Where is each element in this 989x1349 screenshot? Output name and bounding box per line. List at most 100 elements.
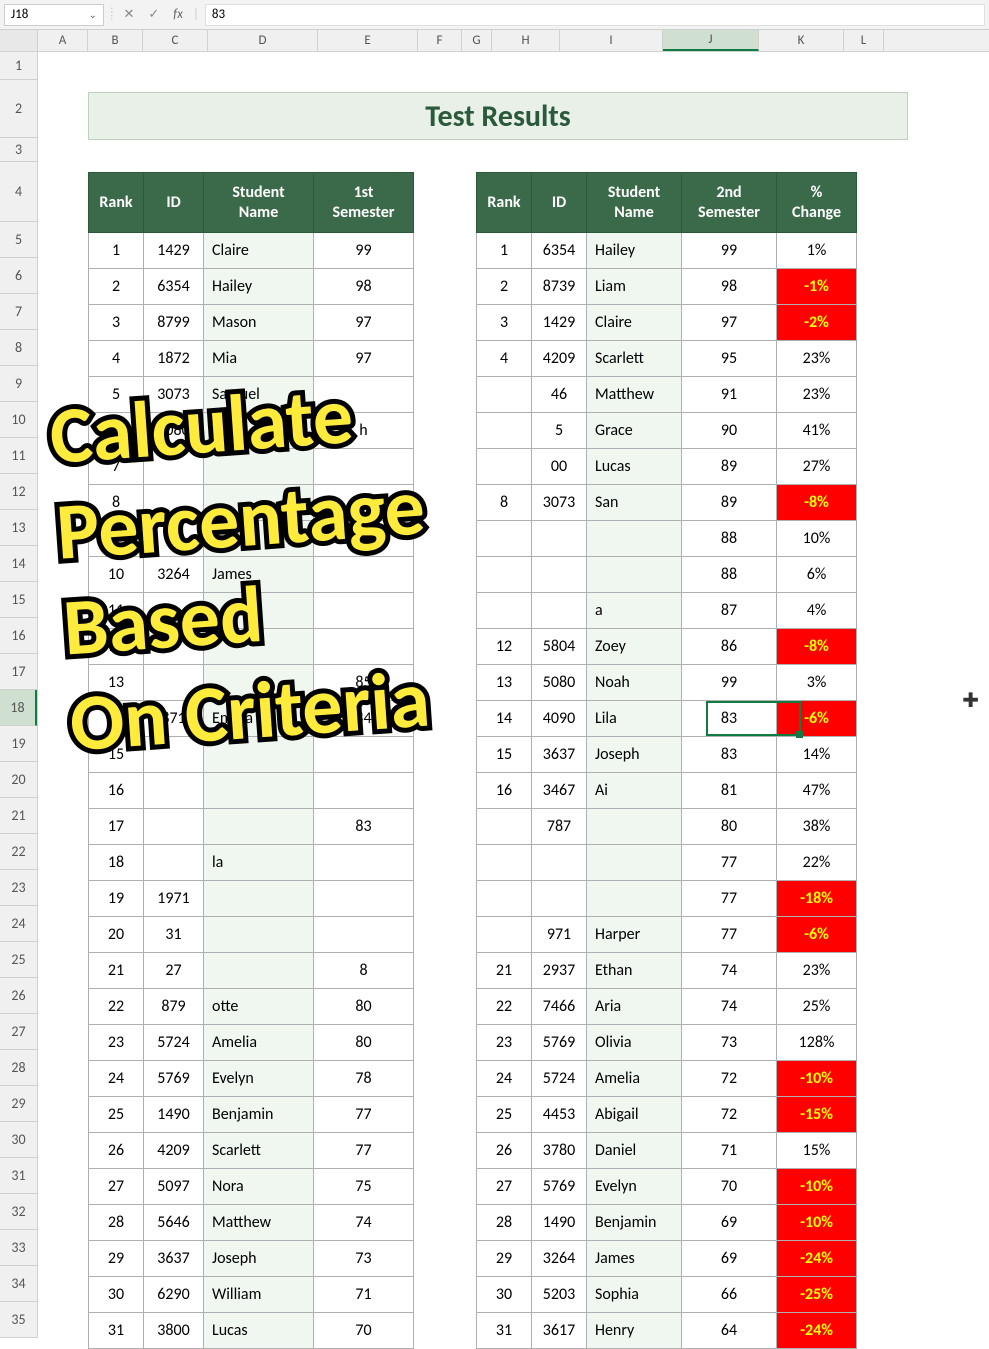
table-cell[interactable]: Amelia: [587, 1061, 682, 1097]
row-header-10[interactable]: 10: [0, 402, 37, 438]
table-cell[interactable]: [477, 881, 532, 917]
select-all-corner[interactable]: [0, 30, 38, 51]
table-cell[interactable]: -24%: [777, 1313, 857, 1349]
table-cell[interactable]: [532, 593, 587, 629]
table-cell[interactable]: 15: [89, 737, 144, 773]
table-cell[interactable]: 21: [89, 953, 144, 989]
table-cell[interactable]: [314, 485, 414, 521]
formula-input[interactable]: 83: [205, 4, 985, 26]
column-header-J[interactable]: J: [663, 30, 759, 51]
table-cell[interactable]: 12: [89, 629, 144, 665]
table-cell[interactable]: 8: [477, 485, 532, 521]
row-header-22[interactable]: 22: [0, 834, 37, 870]
table-cell[interactable]: Benjamin: [587, 1205, 682, 1241]
table-cell[interactable]: Grace: [587, 413, 682, 449]
table-cell[interactable]: 77: [682, 845, 777, 881]
table-cell[interactable]: 8739: [532, 269, 587, 305]
table-cell[interactable]: [477, 845, 532, 881]
table-cell[interactable]: Lucas: [587, 449, 682, 485]
row-header-6[interactable]: 6: [0, 258, 37, 294]
table-cell[interactable]: William: [204, 1277, 314, 1313]
table-cell[interactable]: 971: [532, 917, 587, 953]
table-cell[interactable]: [477, 809, 532, 845]
table-cell[interactable]: 5769: [144, 1061, 204, 1097]
table-cell[interactable]: 3: [89, 305, 144, 341]
table-cell[interactable]: 27%: [777, 449, 857, 485]
table-cell[interactable]: 3%: [777, 665, 857, 701]
table-cell[interactable]: Joseph: [204, 1241, 314, 1277]
table-cell[interactable]: 23%: [777, 341, 857, 377]
table-cell[interactable]: 71: [314, 1277, 414, 1313]
table-cell[interactable]: 8: [314, 953, 414, 989]
row-header-1[interactable]: 1: [0, 52, 37, 80]
cancel-icon[interactable]: ✕: [119, 7, 138, 22]
table-cell[interactable]: 80: [682, 809, 777, 845]
row-header-19[interactable]: 19: [0, 726, 37, 762]
table-cell[interactable]: 74: [682, 953, 777, 989]
table-cell[interactable]: 3264: [144, 557, 204, 593]
table-cell[interactable]: 6354: [144, 269, 204, 305]
table-cell[interactable]: 5769: [532, 1025, 587, 1061]
table-cell[interactable]: [314, 557, 414, 593]
table-cell[interactable]: 5804: [532, 629, 587, 665]
column-header-D[interactable]: D: [208, 30, 318, 51]
table-cell[interactable]: [144, 593, 204, 629]
table-cell[interactable]: 27: [144, 953, 204, 989]
table-cell[interactable]: 89: [682, 449, 777, 485]
table-cell[interactable]: 41%: [777, 413, 857, 449]
table-cell[interactable]: Ai: [587, 773, 682, 809]
row-header-2[interactable]: 2: [0, 80, 37, 138]
table-cell[interactable]: 29: [89, 1241, 144, 1277]
table-cell[interactable]: 9: [89, 521, 144, 557]
fx-icon[interactable]: fx: [169, 7, 187, 22]
table-cell[interactable]: 72: [682, 1097, 777, 1133]
table-cell[interactable]: 28: [477, 1205, 532, 1241]
table-cell[interactable]: 47%: [777, 773, 857, 809]
table-cell[interactable]: 95: [682, 341, 777, 377]
table-cell[interactable]: -2%: [777, 305, 857, 341]
table-cell[interactable]: 3617: [532, 1313, 587, 1349]
column-header-K[interactable]: K: [759, 30, 844, 51]
row-header-24[interactable]: 24: [0, 906, 37, 942]
table-cell[interactable]: 64: [682, 1313, 777, 1349]
row-header-21[interactable]: 21: [0, 798, 37, 834]
row-header-29[interactable]: 29: [0, 1086, 37, 1122]
table-cell[interactable]: [204, 485, 314, 521]
column-header-I[interactable]: I: [560, 30, 663, 51]
table-cell[interactable]: 4209: [532, 341, 587, 377]
table-cell[interactable]: [144, 629, 204, 665]
table-cell[interactable]: 16: [89, 773, 144, 809]
table-cell[interactable]: Mia: [204, 341, 314, 377]
table-cell[interactable]: Ethan: [587, 953, 682, 989]
table-cell[interactable]: [144, 485, 204, 521]
table-cell[interactable]: 23: [89, 1025, 144, 1061]
table-cell[interactable]: 22: [477, 989, 532, 1025]
table-cell[interactable]: 25%: [777, 989, 857, 1025]
table-cell[interactable]: 24: [89, 1061, 144, 1097]
table-cell[interactable]: 4209: [144, 1133, 204, 1169]
table-cell[interactable]: 17: [89, 809, 144, 845]
table-cell[interactable]: 2937: [532, 953, 587, 989]
table-cell[interactable]: [477, 917, 532, 953]
name-box[interactable]: J18 ⌄: [4, 4, 104, 26]
accept-icon[interactable]: ✓: [144, 7, 163, 22]
row-header-27[interactable]: 27: [0, 1014, 37, 1050]
table-cell[interactable]: 98: [314, 269, 414, 305]
table-cell[interactable]: 30: [477, 1277, 532, 1313]
table-cell[interactable]: Olivia: [587, 1025, 682, 1061]
table-cell[interactable]: 23%: [777, 377, 857, 413]
table-cell[interactable]: -10%: [777, 1205, 857, 1241]
table-cell[interactable]: 89: [682, 485, 777, 521]
row-header-13[interactable]: 13: [0, 510, 37, 546]
table-cell[interactable]: [532, 557, 587, 593]
table-cell[interactable]: 38%: [777, 809, 857, 845]
row-header-8[interactable]: 8: [0, 330, 37, 366]
table-cell[interactable]: 3637: [532, 737, 587, 773]
table-cell[interactable]: 1490: [532, 1205, 587, 1241]
row-header-20[interactable]: 20: [0, 762, 37, 798]
table-cell[interactable]: 10: [89, 557, 144, 593]
table-cell[interactable]: 4: [477, 341, 532, 377]
table-cell[interactable]: 6354: [532, 233, 587, 269]
table-cell[interactable]: 3800: [144, 1313, 204, 1349]
table-cell[interactable]: 91: [682, 377, 777, 413]
